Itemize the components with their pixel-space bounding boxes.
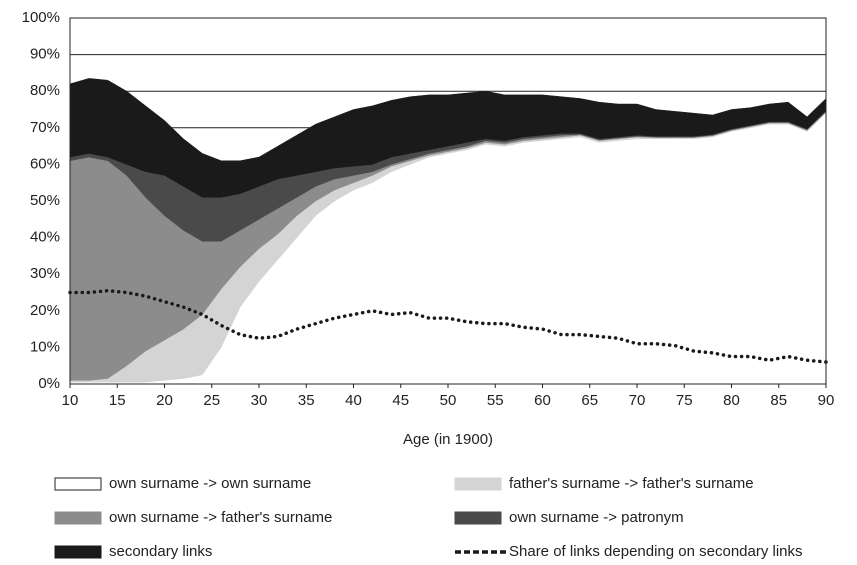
x-tick-label: 15 [109,392,126,409]
x-tick-label: 80 [723,392,740,409]
x-tick-label: 10 [62,392,79,409]
x-tick-label: 45 [392,392,409,409]
legend-swatch [54,477,102,491]
y-tick-label: 100% [22,9,60,26]
line [68,288,828,364]
legend-label: own surname -> father's surname [109,509,332,526]
legend-label: own surname -> patronym [509,509,684,526]
y-tick-label: 0% [38,375,60,392]
x-tick-label: 90 [818,392,835,409]
x-axis-label: Age (in 1900) [403,431,493,448]
legend-label: own surname -> own surname [109,475,311,492]
x-tick-label: 40 [345,392,362,409]
y-tick-label: 50% [30,192,60,209]
y-tick-label: 70% [30,119,60,136]
y-tick-label: 60% [30,155,60,172]
x-tick-label: 30 [251,392,268,409]
x-tick-label: 60 [534,392,551,409]
x-tick-label: 50 [440,392,457,409]
legend-swatch [454,511,502,525]
area [70,113,826,384]
x-tick-label: 85 [770,392,787,409]
y-tick-label: 40% [30,229,60,246]
legend-swatch [54,545,102,559]
x-tick-label: 35 [298,392,315,409]
legend-label: father's surname -> father's surname [509,475,754,492]
x-tick-label: 55 [487,392,504,409]
legend-swatch [54,511,102,525]
y-tick-label: 10% [30,338,60,355]
y-tick-label: 90% [30,46,60,63]
legend-label: secondary links [109,543,212,560]
y-tick-label: 30% [30,265,60,282]
legend-label: Share of links depending on secondary li… [509,543,803,560]
y-tick-label: 80% [30,82,60,99]
legend-swatch [454,477,502,491]
x-tick-label: 65 [581,392,598,409]
x-tick-label: 75 [676,392,693,409]
y-tick-label: 20% [30,302,60,319]
x-tick-label: 70 [629,392,646,409]
x-tick-label: 25 [203,392,220,409]
x-tick-label: 20 [156,392,173,409]
